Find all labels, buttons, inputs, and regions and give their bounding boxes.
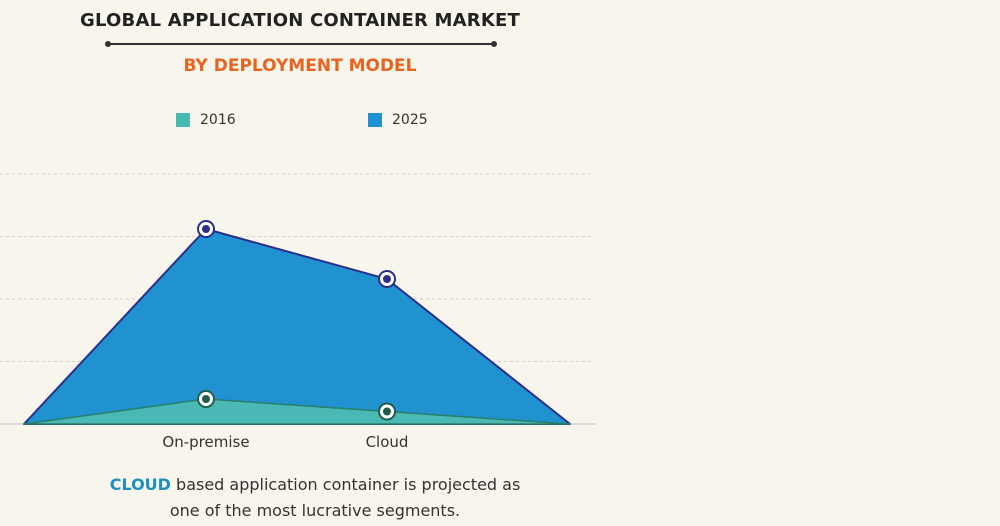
underline-dot-right [491, 41, 497, 47]
area-series-2025 [23, 228, 571, 425]
legend-item-2025: 2025 [368, 112, 428, 128]
x-tick-label: Cloud [366, 433, 409, 451]
marker-dot-2025-Cloud [383, 275, 391, 283]
legend-label-2016: 2016 [200, 112, 236, 128]
marker-dot-2016-Cloud [383, 407, 391, 416]
legend-item-2016: 2016 [176, 112, 236, 128]
marker-dot-2025-On-premise [202, 225, 210, 233]
caption-highlight: CLOUD [109, 475, 171, 494]
chart-caption: CLOUD based application container is pro… [40, 472, 590, 524]
legend-swatch-2016 [176, 113, 190, 127]
underline-dot-left [105, 41, 111, 47]
legend-swatch-2025 [368, 113, 382, 127]
caption-line-1: CLOUD based application container is pro… [40, 472, 590, 498]
caption-line-2: one of the most lucrative segments. [169, 501, 461, 520]
legend-label-2025: 2025 [392, 112, 428, 128]
chart-subtitle: BY DEPLOYMENT MODEL [183, 56, 417, 76]
chart-title: GLOBAL APPLICATION CONTAINER MARKET [80, 10, 520, 31]
caption-line-1-text: based application container is projected… [170, 475, 521, 494]
marker-dot-2016-On-premise [202, 395, 210, 403]
x-tick-label: On-premise [162, 433, 249, 451]
title-underline [105, 41, 497, 47]
